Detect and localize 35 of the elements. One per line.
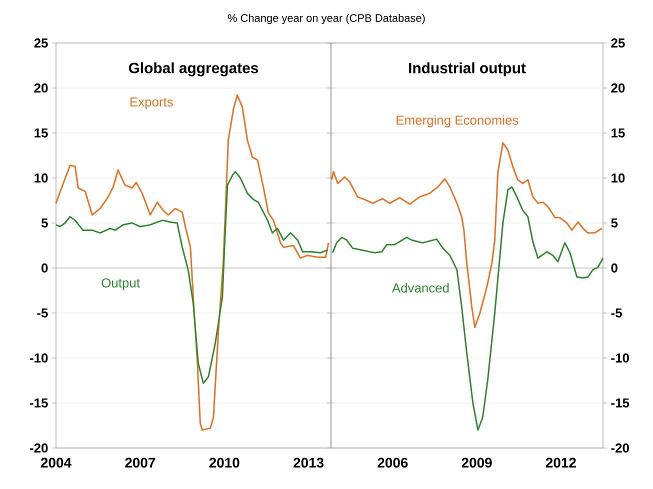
y-tick-label: -5 bbox=[37, 308, 48, 318]
text: Global aggregates bbox=[128, 62, 258, 76]
y-tick-label: -5 bbox=[611, 308, 622, 318]
series-label: Emerging Economies bbox=[396, 115, 518, 128]
x-tick-label: 2006 bbox=[378, 458, 408, 468]
x-tick-label: 2009 bbox=[462, 458, 492, 468]
y-tick-label: 15 bbox=[34, 128, 48, 138]
y-tick-label: -10 bbox=[30, 353, 48, 363]
y-tick-label: 25 bbox=[34, 38, 48, 48]
x-tick-label: 2012 bbox=[546, 458, 576, 468]
y-tick-label: 5 bbox=[611, 218, 618, 228]
y-tick-label: -10 bbox=[611, 353, 629, 363]
text: Output bbox=[102, 278, 140, 290]
series-label: Advanced bbox=[392, 283, 449, 293]
text: Exports bbox=[130, 98, 173, 110]
y-tick-label: 20 bbox=[611, 83, 625, 93]
y-tick-label: 20 bbox=[34, 83, 48, 93]
text: Industrial output bbox=[409, 62, 526, 76]
y-tick-label: 0 bbox=[42, 263, 48, 273]
y-tick-label: -15 bbox=[30, 398, 48, 408]
y-tick-label: -15 bbox=[611, 398, 630, 408]
x-tick-label: 2004 bbox=[40, 458, 72, 468]
text: % Change year on year (CPB Database) bbox=[228, 14, 425, 24]
x-tick-label: 2010 bbox=[209, 458, 240, 468]
y-tick-label: -20 bbox=[30, 443, 48, 453]
line-series bbox=[55, 170, 328, 384]
y-tick-label: 0 bbox=[611, 263, 618, 273]
y-tick-label: 25 bbox=[611, 38, 625, 48]
y-tick-label: 10 bbox=[34, 173, 48, 183]
x-tick-label: 2007 bbox=[125, 458, 156, 468]
x-tick-label: 2013 bbox=[294, 458, 324, 468]
y-tick-label: 15 bbox=[612, 128, 625, 138]
y-tick-label: 5 bbox=[41, 218, 48, 228]
y-tick-label: 10 bbox=[612, 173, 625, 183]
y-tick-label: -20 bbox=[611, 443, 629, 453]
